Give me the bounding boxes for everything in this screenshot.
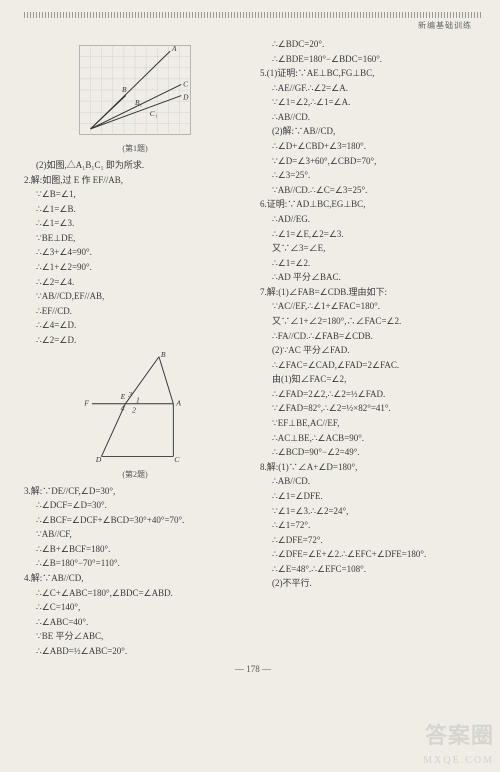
- text-line: 6.证明:∵AD⊥BC,EG⊥BC,: [260, 197, 482, 212]
- page-number-value: 178: [246, 664, 260, 674]
- text-line: ∵AB//CD,EF//AB,: [24, 289, 246, 304]
- svg-text:A: A: [171, 44, 177, 53]
- text-line: ∴∠B=180°−70°=110°.: [24, 556, 246, 571]
- text-line: ∴∠1=∠B.: [24, 202, 246, 217]
- text-line: ∴AC⊥BE,∴∠ACB=90°.: [260, 431, 482, 446]
- figure-1: A CD B B₁ C₁: [65, 40, 205, 140]
- figure-2-caption: (第2题): [24, 469, 246, 480]
- text-line: ∴∠3=25°.: [260, 168, 482, 183]
- svg-text:F: F: [83, 398, 89, 407]
- text-line: 3.解:∵DE//CF,∠D=30°,: [24, 484, 246, 499]
- text-line: ∵AC//EF,∴∠1+∠FAC=180°.: [260, 299, 482, 314]
- svg-text:D: D: [182, 92, 189, 101]
- svg-text:C: C: [183, 79, 188, 88]
- text-line: ∵∠B=∠1,: [24, 187, 246, 202]
- text-line: ∴∠1=72°.: [260, 518, 482, 533]
- text-line: 8.解:(1)∵∠A+∠D=180°,: [260, 460, 482, 475]
- text-line: 又∵∠1+∠2=180°,∴∠FAC=∠2.: [260, 314, 482, 329]
- text-line: ∵∠D=∠3+60°,∠CBD=70°,: [260, 154, 482, 169]
- svg-text:4: 4: [121, 403, 125, 412]
- text-line: ∴∠BCF=∠DCF+∠BCD=30°+40°=70°.: [24, 513, 246, 528]
- text-line: ∴∠DCF=∠D=30°.: [24, 498, 246, 513]
- text-line: 4.解:∵AB//CD,: [24, 571, 246, 586]
- text-line: ∴∠2=∠4.: [24, 275, 246, 290]
- right-column: ∴∠BDC=20°. ∴∠BDE=180°−∠BDC=160°. 5.(1)证明…: [260, 37, 482, 658]
- text-line: ∴∠B+∠BCF=180°.: [24, 542, 246, 557]
- text-line: ∴∠ABC=40°.: [24, 615, 246, 630]
- svg-text:3: 3: [127, 390, 132, 399]
- text-line: ∴AB//CD.: [260, 474, 482, 489]
- content-columns: ACD BB₁C₁ (第1题) (2)如图,△A₁B₁C₁ 即为所求. 2.解:…: [24, 37, 482, 658]
- svg-text:A: A: [175, 398, 181, 407]
- svg-text:2: 2: [132, 405, 136, 414]
- text-line: ∴∠BCD=90°−∠2=49°.: [260, 445, 482, 460]
- svg-text:B: B: [161, 351, 166, 359]
- text-line: ∴∠ABD=½∠ABC=20°.: [24, 644, 246, 659]
- svg-text:1: 1: [136, 395, 140, 404]
- text-line: ∵∠1=∠2,∴∠1=∠A.: [260, 95, 482, 110]
- text-line: 由(1)知∠FAC=∠2,: [260, 372, 482, 387]
- left-column: ACD BB₁C₁ (第1题) (2)如图,△A₁B₁C₁ 即为所求. 2.解:…: [24, 37, 246, 658]
- text-line: ∴∠1+∠2=90°.: [24, 260, 246, 275]
- text-line: ∴∠E=48°.∴∠EFC=108°.: [260, 562, 482, 577]
- text-line: ∴∠FAC=∠CAD,∠FAD=2∠FAC.: [260, 358, 482, 373]
- text-line: (2)如图,△A₁B₁C₁ 即为所求.: [24, 158, 246, 173]
- svg-text:D: D: [95, 455, 102, 464]
- header-rule: [24, 12, 482, 18]
- text-line: ∴∠C=140°,: [24, 600, 246, 615]
- text-line: ∴∠DFE=∠E+∠2.∴∠EFC+∠DFE=180°.: [260, 547, 482, 562]
- text-line: ∴∠3+∠4=90°.: [24, 245, 246, 260]
- text-line: ∴∠BDE=180°−∠BDC=160°.: [260, 52, 482, 67]
- text-line: (2)∵AC 平分∠FAD.: [260, 343, 482, 358]
- text-line: ∴AD//EG.: [260, 212, 482, 227]
- text-line: ∴∠1=∠3.: [24, 216, 246, 231]
- watermark-big: 答案圈: [425, 718, 494, 750]
- text-line: 又∵∠3=∠E,: [260, 241, 482, 256]
- header-title: 新编基础训练: [24, 20, 482, 31]
- svg-text:E: E: [120, 391, 126, 400]
- text-line: ∵EF⊥BE,AC//EF,: [260, 416, 482, 431]
- text-line: ∴∠DFE=72°.: [260, 533, 482, 548]
- text-line: ∵BE⊥DE,: [24, 231, 246, 246]
- figure-1-caption: (第1题): [24, 143, 246, 154]
- text-line: ∵∠FAD=82°,∴∠2=½×82°=41°.: [260, 401, 482, 416]
- text-line: ∵BE 平分∠ABC,: [24, 629, 246, 644]
- text-line: ∴∠1=∠2.: [260, 256, 482, 271]
- text-line: (2)解:∵AB//CD,: [260, 124, 482, 139]
- text-line: ∴AD 平分∠BAC.: [260, 270, 482, 285]
- text-line: ∵∠1=∠3.∴∠2=24°,: [260, 504, 482, 519]
- text-line: ∴FA//CD.∴∠FAB=∠CDB.: [260, 329, 482, 344]
- text-line: (2)不平行.: [260, 576, 482, 591]
- text-line: ∴∠1=∠DFE.: [260, 489, 482, 504]
- text-line: 2.解:如图,过 E 作 EF//AB,: [24, 173, 246, 188]
- page-number: — 178 —: [24, 664, 482, 674]
- text-line: ∴∠2=∠D.: [24, 333, 246, 348]
- text-line: ∵AB//CD.∴∠C=∠3=25°.: [260, 183, 482, 198]
- text-line: 7.解:(1)∠FAB=∠CDB.理由如下:: [260, 285, 482, 300]
- text-line: 5.(1)证明:∵AE⊥BC,FG⊥BC,: [260, 66, 482, 81]
- svg-text:B₁: B₁: [135, 98, 143, 107]
- watermark-small: MXQE.COM: [423, 755, 494, 766]
- text-line: ∵AB//CF,: [24, 527, 246, 542]
- svg-text:C: C: [174, 455, 180, 464]
- text-line: ∴∠4=∠D.: [24, 318, 246, 333]
- figure-2: B A F E D C 3124: [75, 351, 195, 466]
- text-line: ∴∠1=∠E,∠2=∠3.: [260, 227, 482, 242]
- text-line: ∴EF//CD.: [24, 304, 246, 319]
- text-line: ∴AB//CD.: [260, 110, 482, 125]
- text-line: ∴∠BDC=20°.: [260, 37, 482, 52]
- text-line: ∴∠FAD=2∠2,∴∠2=½∠FAD.: [260, 387, 482, 402]
- svg-text:B: B: [122, 85, 127, 94]
- text-line: ∴AE//GF.∴∠2=∠A.: [260, 81, 482, 96]
- text-line: ∴∠C+∠ABC=180°,∠BDC=∠ABD.: [24, 586, 246, 601]
- svg-text:C₁: C₁: [150, 109, 158, 118]
- text-line: ∴∠D+∠CBD+∠3=180°.: [260, 139, 482, 154]
